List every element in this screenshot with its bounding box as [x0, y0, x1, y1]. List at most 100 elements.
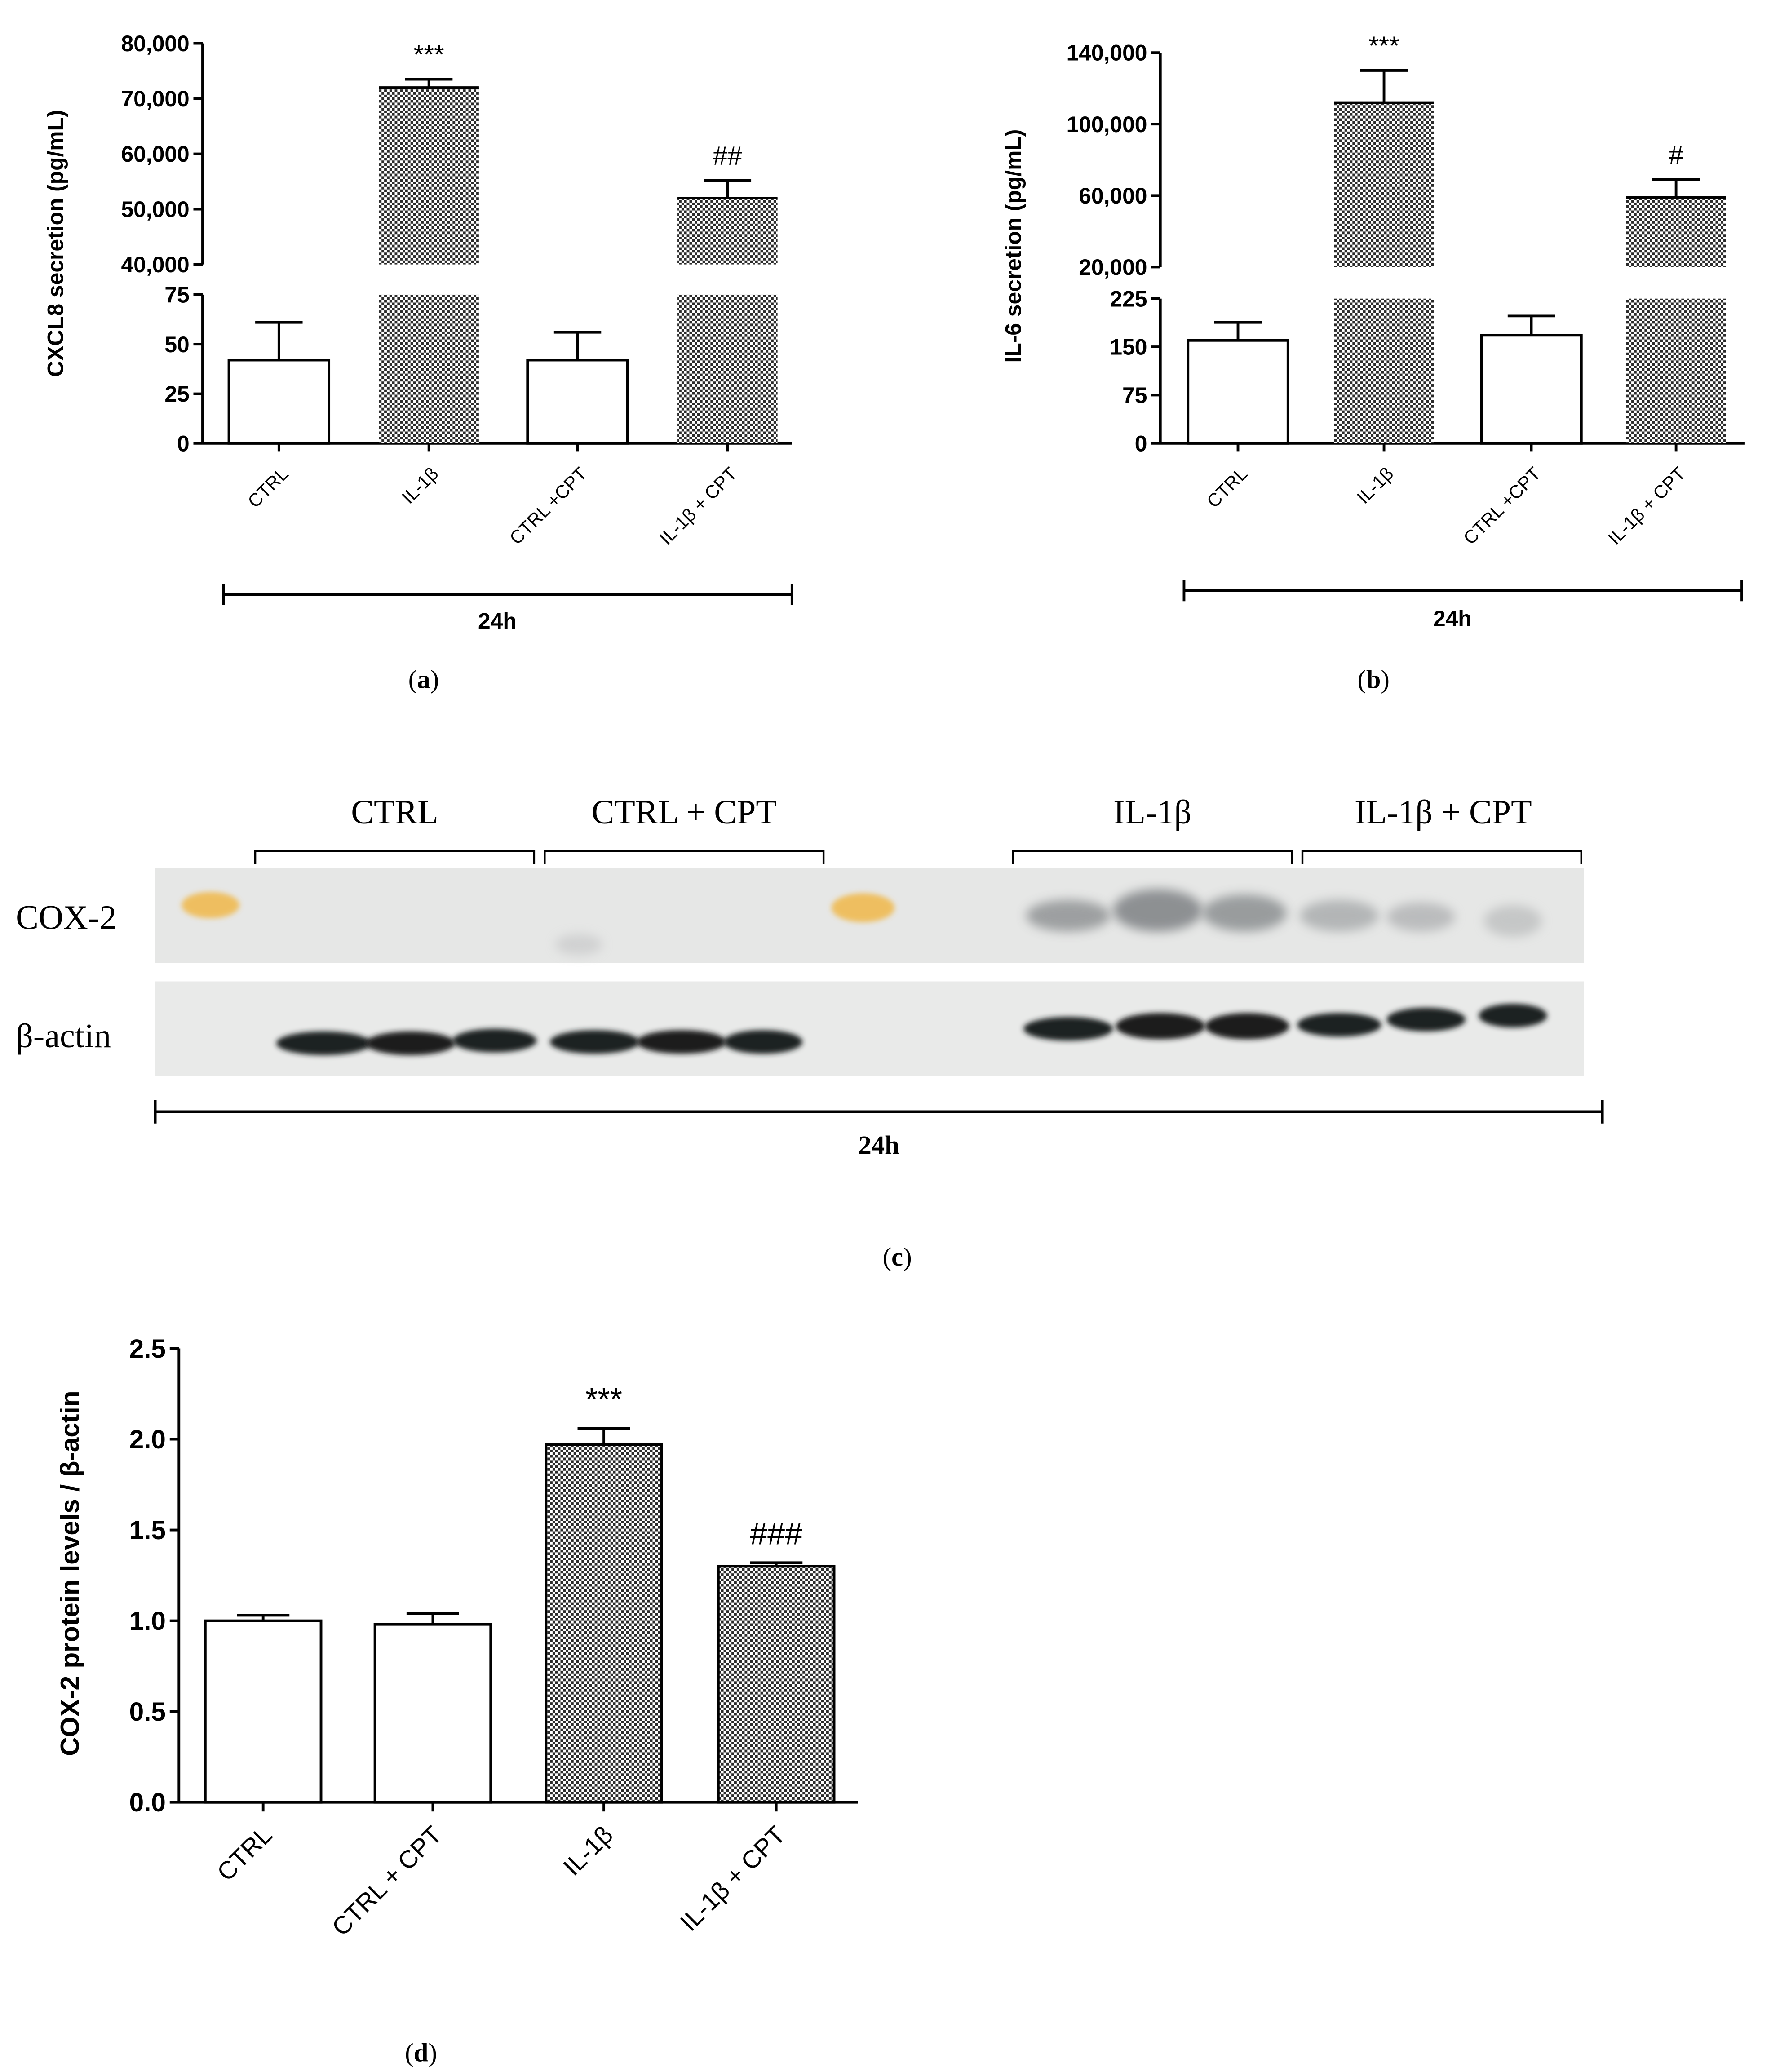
blot-bracket-il1b — [1012, 850, 1293, 864]
bactin-band — [1297, 1013, 1381, 1037]
y-tick-label: 0 — [1135, 431, 1147, 456]
x-tick-label: IL-1β + CPT — [675, 1820, 791, 1936]
y-tick-label: 25 — [164, 381, 189, 407]
y-tick-label: 100,000 — [1067, 112, 1147, 137]
y-tick-label: 75 — [164, 282, 189, 307]
panel-b-letter: b — [1366, 664, 1381, 694]
bactin-band — [1479, 1004, 1547, 1027]
cox2-band — [1113, 889, 1203, 932]
y-tick-label: 75 — [1122, 383, 1147, 408]
significance-label: *** — [413, 40, 444, 69]
bar-lower-segment — [1334, 298, 1434, 443]
x-tick-label: CTRL +CPT — [1459, 463, 1545, 549]
cox2-band — [1202, 894, 1287, 932]
bar — [545, 1443, 663, 1804]
cox2-band — [1386, 902, 1455, 932]
ladder-marker — [182, 892, 239, 918]
panel-d-marks: 0.0 0.5 1.0 1.5 2.0 2.5 CTRL CTRL + CPT *** IL-1β… — [129, 1334, 858, 1941]
bar — [1480, 334, 1583, 445]
panel-b: 20,000 60,000 100,000 140,000 0 75 150 225 CTRL *… — [1001, 31, 1745, 694]
bar-lower-segment — [677, 294, 778, 443]
bactin-band — [276, 1031, 371, 1055]
x-tick-label: CTRL + CPT — [327, 1820, 447, 1941]
blot-group-label-ctrl-cpt: CTRL + CPT — [592, 793, 777, 831]
bar-lower-segment — [1626, 298, 1726, 443]
significance-label: *** — [1368, 31, 1399, 61]
bar — [1187, 339, 1289, 445]
significance-label: ### — [750, 1515, 802, 1551]
bar — [1334, 102, 1434, 267]
y-tick-label: 225 — [1110, 286, 1147, 311]
panel-d: 0.0 0.5 1.0 1.5 2.0 2.5 CTRL CTRL + CPT *** IL-1β… — [56, 1334, 858, 2068]
ladder-marker — [831, 893, 895, 922]
y-tick-label: 70,000 — [121, 86, 189, 111]
y-tick-label: 150 — [1110, 335, 1147, 360]
blot-bracket-ctrl-cpt — [544, 850, 825, 864]
bar-lower-segment — [379, 294, 479, 443]
bar — [677, 198, 778, 265]
bar — [717, 1565, 836, 1804]
blot-group-label-ctrl: CTRL — [351, 793, 438, 831]
panel-d-letter: d — [414, 2038, 429, 2068]
cox2-band — [555, 934, 603, 955]
panel-c-letter: c — [891, 1242, 903, 1271]
y-tick-label: 60,000 — [1079, 183, 1147, 208]
panel-c-blot: CTRL CTRL + CPT IL-1β IL-1β + CPT COX-2 … — [16, 793, 1604, 1271]
y-tick-label: 1.5 — [129, 1516, 166, 1545]
panel-b-marks: 20,000 60,000 100,000 140,000 0 75 150 225 CTRL *… — [1067, 31, 1745, 602]
bactin-band — [1205, 1013, 1289, 1040]
bar — [373, 1623, 492, 1804]
x-tick-label: CTRL — [244, 463, 292, 512]
bactin-band — [1023, 1017, 1113, 1041]
significance-label: *** — [585, 1381, 622, 1417]
panel-a-group-label: 24h — [478, 609, 517, 634]
y-tick-label: 0.0 — [129, 1788, 166, 1817]
panel-a-caption: (a) — [408, 664, 439, 694]
panel-a-marks: 40,000 50,000 60,000 70,000 80,000 0 25 50 75 CTR… — [121, 31, 793, 605]
significance-label: # — [1669, 140, 1683, 169]
panel-c-caption: (c) — [883, 1242, 912, 1271]
bar — [1626, 197, 1726, 267]
bar — [204, 1619, 323, 1804]
panel-a: 40,000 50,000 60,000 70,000 80,000 0 25 50 75 CTR… — [43, 31, 793, 694]
cox2-band — [1026, 899, 1111, 932]
y-tick-label: 80,000 — [121, 31, 189, 56]
x-tick-label: IL-1β + CPT — [1604, 463, 1689, 549]
y-tick-label: 2.0 — [129, 1425, 166, 1454]
y-tick-label: 50 — [164, 332, 189, 357]
x-tick-label: CTRL — [212, 1820, 278, 1886]
panel-b-caption: (b) — [1357, 664, 1390, 694]
bar — [227, 359, 331, 445]
x-tick-label: CTRL +CPT — [505, 463, 591, 549]
y-tick-label: 0.5 — [129, 1697, 166, 1727]
panel-b-group-label: 24h — [1433, 606, 1472, 631]
bar — [379, 88, 479, 265]
bactin-band — [1116, 1013, 1205, 1040]
bactin-band — [1386, 1008, 1466, 1032]
bar — [526, 359, 629, 445]
panel-b-ylabel: IL-6 secretion (pg/mL) — [1001, 129, 1026, 363]
y-tick-label: 0 — [177, 431, 190, 456]
panel-a-ylabel: CXCL8 secretion (pg/mL) — [43, 110, 68, 376]
blot-bracket-ctrl — [254, 850, 536, 864]
blot-bracket-il1b-cpt — [1301, 850, 1582, 864]
bactin-band — [637, 1030, 726, 1054]
y-tick-label: 60,000 — [121, 142, 189, 167]
blot-strip-cox2 — [155, 868, 1584, 963]
x-tick-label: CTRL — [1203, 463, 1251, 512]
blot-time-label: 24h — [859, 1130, 899, 1160]
x-tick-label: IL-1β — [398, 463, 442, 508]
bactin-band — [366, 1031, 456, 1055]
panel-a-letter: a — [417, 664, 430, 694]
y-tick-label: 1.0 — [129, 1607, 166, 1636]
bactin-band — [550, 1030, 640, 1054]
blot-row-label-bactin: β-actin — [16, 1017, 111, 1055]
y-tick-label: 140,000 — [1067, 40, 1147, 66]
y-tick-label: 40,000 — [121, 252, 189, 277]
blot-strip-bactin — [155, 981, 1584, 1076]
y-tick-label: 20,000 — [1079, 255, 1147, 280]
y-tick-label: 2.5 — [129, 1334, 166, 1364]
x-tick-label: IL-1β + CPT — [655, 463, 741, 549]
y-tick-label: 50,000 — [121, 197, 189, 222]
